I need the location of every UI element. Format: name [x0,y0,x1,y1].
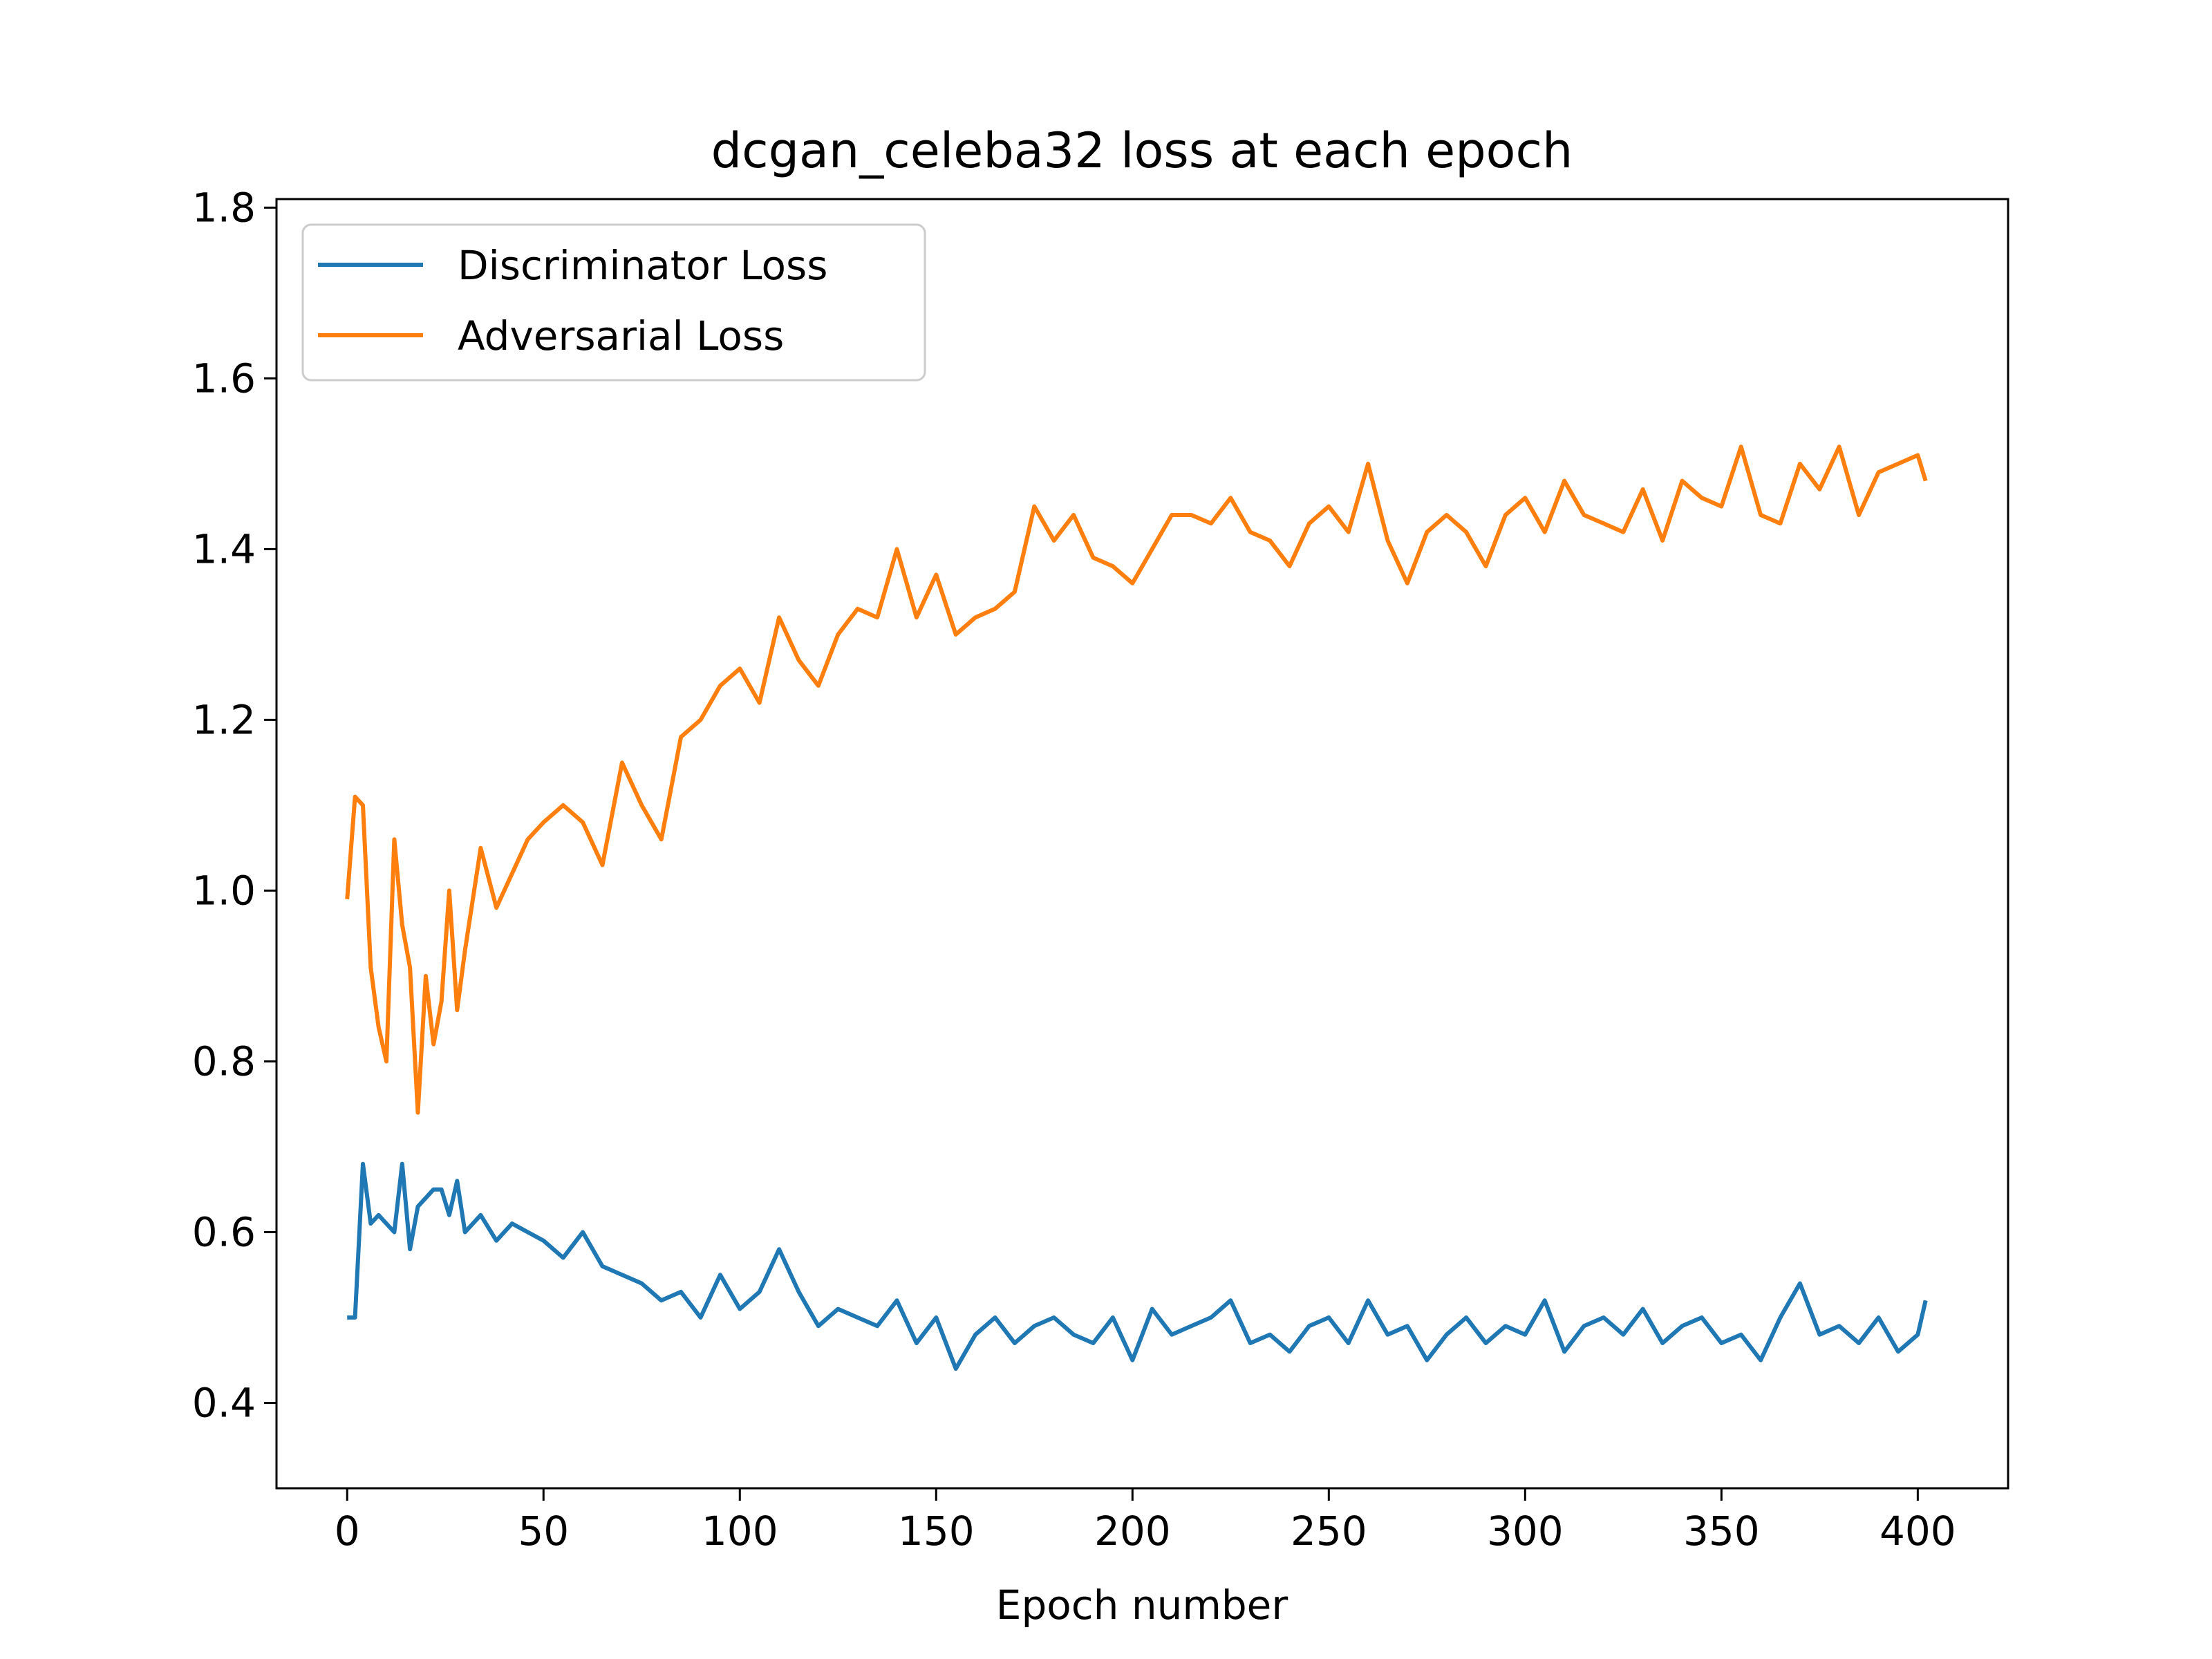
x-axis-ticks: 0 50 100 150 200 250 300 350 400 [335,1488,1956,1555]
y-tick-label: 0.8 [192,1038,256,1085]
y-tick-label: 1.6 [192,355,256,402]
x-axis-label: Epoch number [996,1582,1288,1629]
chart-title: dcgan_celeba32 loss at each epoch [711,122,1573,179]
y-axis-ticks: 0.4 0.6 0.8 1.0 1.2 1.4 1.6 1.8 [192,184,276,1426]
x-tick-label: 200 [1094,1508,1171,1555]
plot-frame [275,198,2009,1490]
y-tick-label: 0.6 [192,1208,256,1255]
x-tick-label: 100 [702,1508,778,1555]
y-tick-label: 0.4 [192,1379,256,1426]
y-tick-label: 1.8 [192,184,256,231]
y-tick-label: 1.4 [192,525,256,572]
y-tick-label: 1.0 [192,867,256,914]
series-line-discriminator [347,1161,1928,1371]
x-tick-label: 50 [518,1508,569,1555]
legend: Discriminator Loss Adversarial Loss [301,223,926,382]
x-tick-label: 250 [1291,1508,1367,1555]
x-tick-label: 350 [1683,1508,1760,1555]
y-tick-label: 1.2 [192,696,256,743]
series-layer [345,444,1928,1371]
legend-label-discriminator: Discriminator Loss [458,242,827,289]
x-tick-label: 0 [335,1508,360,1555]
legend-box [301,223,926,382]
series-line-adversarial [345,444,1928,1115]
legend-label-adversarial: Adversarial Loss [458,312,784,359]
x-tick-label: 400 [1880,1508,1956,1555]
x-tick-label: 300 [1487,1508,1564,1555]
x-tick-label: 150 [898,1508,975,1555]
